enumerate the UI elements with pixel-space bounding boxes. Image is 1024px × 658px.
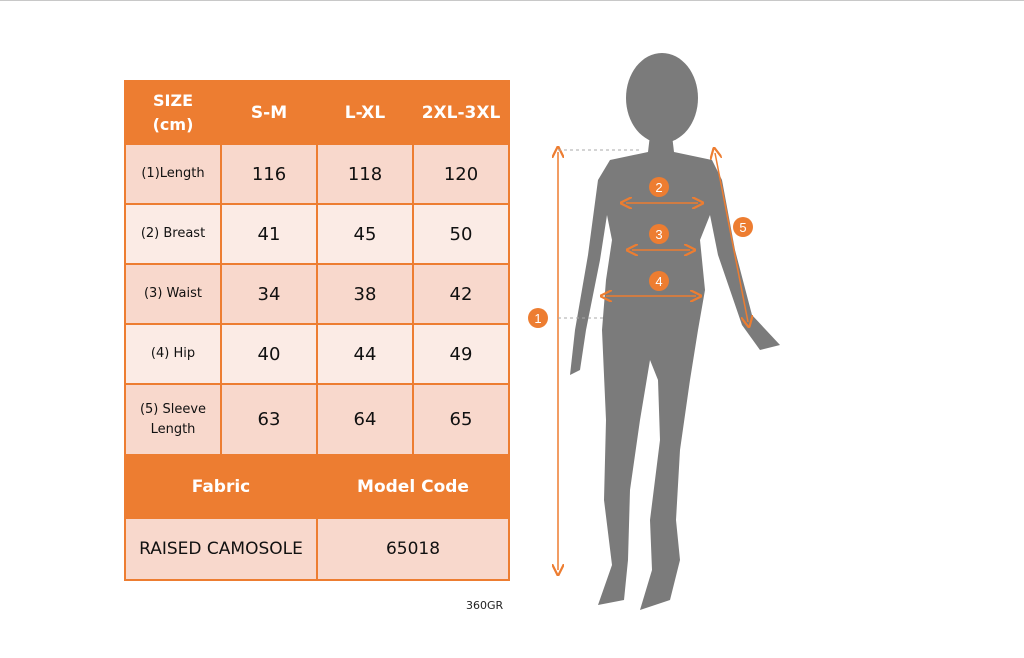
size-header-2xl-3xl: 2XL-3XL: [412, 80, 510, 145]
cell-value: 64: [316, 383, 414, 456]
row-label: (5) Sleeve Length: [124, 383, 222, 456]
size-header-l-xl: L-XL: [316, 80, 414, 145]
body-measurement-figure: 1 2 3 4 5: [528, 53, 780, 610]
cell-value: 34: [220, 263, 318, 325]
sleeve-arrow: [715, 153, 748, 322]
cell-value: 120: [412, 143, 510, 205]
table-row: (3) Waist 34 38 42: [124, 263, 510, 325]
row-label: (4) Hip: [124, 323, 222, 385]
table-row: (4) Hip 40 44 49: [124, 323, 510, 385]
table-row: (1)Length 116 118 120: [124, 143, 510, 205]
cell-value: 38: [316, 263, 414, 325]
cell-value: 42: [412, 263, 510, 325]
marker-5: 5: [733, 217, 753, 237]
fabric-header: Fabric: [124, 454, 318, 519]
cell-value: 45: [316, 203, 414, 265]
model-code-value: 65018: [316, 517, 510, 581]
silhouette-icon: [570, 53, 780, 610]
cell-value: 49: [412, 323, 510, 385]
row-label: (2) Breast: [124, 203, 222, 265]
cell-value: 41: [220, 203, 318, 265]
size-header-label: SIZE (cm): [124, 80, 222, 145]
size-header-s-m: S-M: [220, 80, 318, 145]
top-divider: [0, 0, 1024, 1]
row-label: (3) Waist: [124, 263, 222, 325]
svg-text:2: 2: [655, 180, 662, 195]
svg-text:4: 4: [655, 274, 662, 289]
footer-code: 360GR: [466, 599, 504, 612]
cell-value: 50: [412, 203, 510, 265]
size-header-row: SIZE (cm) S-M L-XL 2XL-3XL: [124, 80, 510, 145]
cell-value: 116: [220, 143, 318, 205]
cell-value: 40: [220, 323, 318, 385]
fabric-row: RAISED CAMOSOLE 65018: [124, 517, 510, 581]
marker-4: 4: [649, 271, 669, 291]
svg-text:3: 3: [655, 227, 662, 242]
marker-3: 3: [649, 224, 669, 244]
table-row: (2) Breast 41 45 50: [124, 203, 510, 265]
model-code-header: Model Code: [316, 454, 510, 519]
cell-value: 65: [412, 383, 510, 456]
marker-2: 2: [649, 177, 669, 197]
marker-1: 1: [528, 308, 548, 328]
fabric-header-row: Fabric Model Code: [124, 454, 510, 519]
fabric-value: RAISED CAMOSOLE: [124, 517, 318, 581]
size-chart-table: SIZE (cm) S-M L-XL 2XL-3XL (1)Length 116 …: [124, 80, 510, 581]
table-row: (5) Sleeve Length 63 64 65: [124, 383, 510, 456]
svg-text:1: 1: [534, 311, 541, 326]
cell-value: 118: [316, 143, 414, 205]
svg-text:5: 5: [739, 220, 746, 235]
cell-value: 63: [220, 383, 318, 456]
row-label: (1)Length: [124, 143, 222, 205]
length-arrow: [558, 150, 640, 570]
cell-value: 44: [316, 323, 414, 385]
